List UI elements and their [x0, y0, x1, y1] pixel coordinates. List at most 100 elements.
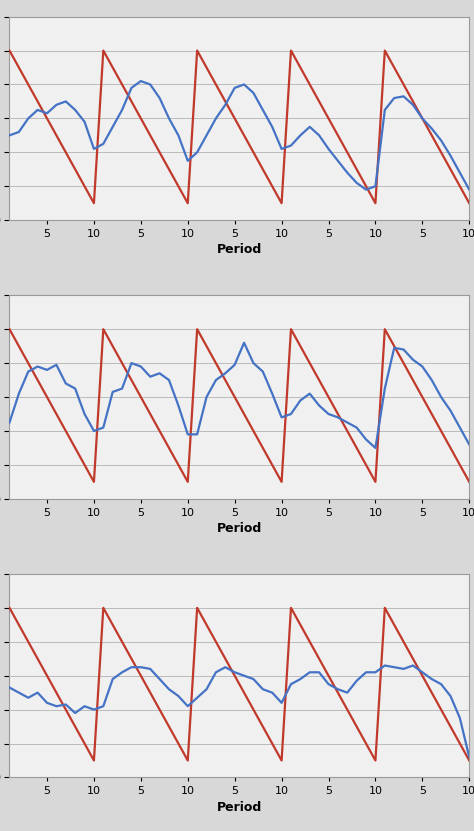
Mean Prices (Inflow 1/3)	[354, 423, 359, 433]
Mean Prices (Baseline)	[194, 147, 200, 157]
Mean Prices (Baseline)	[288, 140, 294, 150]
Mean Prices (Inflow 2/3)	[73, 708, 78, 718]
Fundamental	[185, 199, 191, 209]
Mean Prices (Baseline)	[429, 124, 435, 134]
Mean Prices (Inflow 1/3)	[447, 406, 453, 416]
Fundamental	[279, 199, 284, 209]
Line: Fundamental: Fundamental	[9, 329, 469, 482]
Fundamental	[382, 324, 388, 334]
Mean Prices (Inflow 1/3)	[100, 423, 106, 433]
Mean Prices (Inflow 1/3)	[44, 365, 50, 375]
Mean Prices (Inflow 1/3)	[457, 423, 463, 433]
Mean Prices (Inflow 1/3)	[466, 440, 472, 450]
Mean Prices (Baseline)	[326, 144, 331, 154]
Mean Prices (Baseline)	[100, 139, 106, 149]
Mean Prices (Inflow 2/3)	[382, 661, 388, 671]
Fundamental	[194, 46, 200, 56]
Mean Prices (Inflow 2/3)	[269, 688, 275, 698]
Mean Prices (Inflow 1/3)	[410, 355, 416, 365]
Mean Prices (Inflow 2/3)	[260, 684, 265, 694]
Mean Prices (Baseline)	[345, 168, 350, 178]
Mean Prices (Inflow 1/3)	[288, 409, 294, 419]
Mean Prices (Inflow 1/3)	[35, 361, 40, 371]
Mean Prices (Baseline)	[373, 181, 378, 191]
Mean Prices (Inflow 2/3)	[447, 691, 453, 701]
Mean Prices (Baseline)	[382, 105, 388, 115]
Mean Prices (Inflow 1/3)	[7, 417, 12, 427]
Fundamental	[185, 755, 191, 765]
Mean Prices (Inflow 2/3)	[354, 676, 359, 686]
Mean Prices (Baseline)	[185, 156, 191, 166]
Mean Prices (Baseline)	[73, 105, 78, 115]
Mean Prices (Baseline)	[222, 100, 228, 110]
Mean Prices (Inflow 2/3)	[100, 701, 106, 711]
Mean Prices (Inflow 2/3)	[157, 674, 163, 684]
Mean Prices (Baseline)	[157, 93, 163, 103]
Mean Prices (Baseline)	[35, 105, 40, 115]
Mean Prices (Baseline)	[54, 100, 59, 110]
Mean Prices (Inflow 1/3)	[269, 389, 275, 399]
Mean Prices (Inflow 1/3)	[119, 384, 125, 394]
Mean Prices (Baseline)	[119, 105, 125, 115]
Mean Prices (Inflow 2/3)	[288, 679, 294, 689]
Mean Prices (Inflow 1/3)	[194, 430, 200, 440]
Line: Fundamental: Fundamental	[9, 51, 469, 204]
Mean Prices (Inflow 2/3)	[307, 667, 312, 677]
Mean Prices (Baseline)	[147, 80, 153, 90]
Mean Prices (Inflow 1/3)	[419, 361, 425, 371]
Mean Prices (Inflow 2/3)	[298, 674, 303, 684]
Mean Prices (Inflow 1/3)	[316, 401, 322, 411]
Mean Prices (Inflow 2/3)	[392, 662, 397, 672]
Mean Prices (Inflow 1/3)	[232, 360, 237, 370]
Mean Prices (Inflow 1/3)	[175, 401, 181, 411]
Mean Prices (Baseline)	[44, 108, 50, 118]
Mean Prices (Baseline)	[260, 105, 265, 115]
Fundamental	[185, 477, 191, 487]
Line: Fundamental: Fundamental	[9, 607, 469, 760]
Mean Prices (Inflow 1/3)	[335, 412, 341, 422]
Mean Prices (Inflow 1/3)	[298, 396, 303, 406]
Mean Prices (Inflow 2/3)	[466, 752, 472, 762]
Mean Prices (Inflow 2/3)	[44, 698, 50, 708]
Mean Prices (Inflow 2/3)	[457, 713, 463, 723]
Mean Prices (Inflow 2/3)	[213, 667, 219, 677]
Mean Prices (Baseline)	[175, 130, 181, 140]
Mean Prices (Inflow 1/3)	[128, 358, 134, 368]
Mean Prices (Inflow 2/3)	[429, 674, 435, 684]
Mean Prices (Baseline)	[166, 113, 172, 123]
Fundamental	[288, 602, 294, 612]
Mean Prices (Inflow 1/3)	[373, 443, 378, 453]
Mean Prices (Inflow 1/3)	[63, 378, 69, 388]
Mean Prices (Baseline)	[392, 93, 397, 103]
Mean Prices (Inflow 2/3)	[82, 701, 87, 711]
Mean Prices (Inflow 1/3)	[429, 375, 435, 385]
Mean Prices (Inflow 2/3)	[26, 693, 31, 703]
Mean Prices (Inflow 2/3)	[222, 662, 228, 672]
Mean Prices (Inflow 2/3)	[175, 691, 181, 701]
Mean Prices (Inflow 1/3)	[401, 345, 406, 355]
Mean Prices (Inflow 2/3)	[251, 674, 256, 684]
Mean Prices (Inflow 2/3)	[16, 688, 22, 698]
Mean Prices (Baseline)	[401, 91, 406, 101]
Fundamental	[7, 46, 12, 56]
Mean Prices (Inflow 1/3)	[213, 375, 219, 385]
Mean Prices (Inflow 2/3)	[7, 682, 12, 692]
Fundamental	[91, 755, 97, 765]
Mean Prices (Inflow 2/3)	[119, 667, 125, 677]
Fundamental	[373, 477, 378, 487]
Fundamental	[466, 755, 472, 765]
Fundamental	[7, 602, 12, 612]
Mean Prices (Inflow 2/3)	[373, 667, 378, 677]
Mean Prices (Inflow 1/3)	[260, 366, 265, 376]
Fundamental	[288, 46, 294, 56]
Mean Prices (Inflow 2/3)	[91, 705, 97, 715]
Line: Mean Prices (Baseline): Mean Prices (Baseline)	[9, 81, 469, 189]
Mean Prices (Baseline)	[298, 130, 303, 140]
Mean Prices (Inflow 1/3)	[345, 417, 350, 427]
Mean Prices (Inflow 2/3)	[326, 679, 331, 689]
Mean Prices (Inflow 2/3)	[128, 662, 134, 672]
Mean Prices (Inflow 2/3)	[316, 667, 322, 677]
Legend: Mean Prices (Baseline), Fundamental: Mean Prices (Baseline), Fundamental	[88, 312, 391, 332]
Mean Prices (Inflow 2/3)	[335, 684, 341, 694]
Line: Mean Prices (Inflow 1/3): Mean Prices (Inflow 1/3)	[9, 342, 469, 448]
